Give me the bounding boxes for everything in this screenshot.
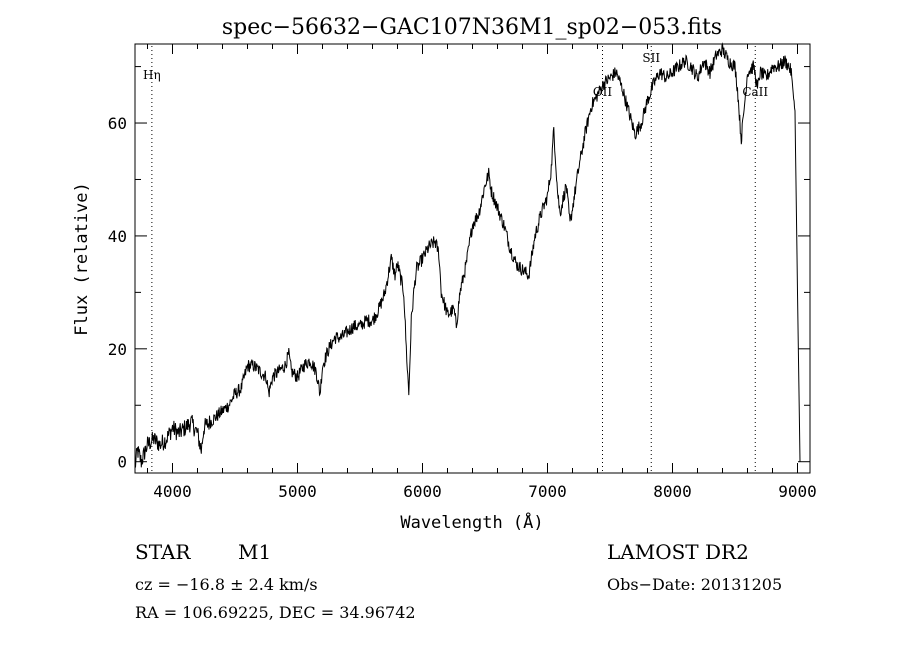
- line-label: Hη: [143, 68, 161, 82]
- observation-date: Obs−Date: 20131205: [607, 575, 783, 594]
- survey-name: LAMOST DR2: [607, 540, 749, 564]
- object-class: STAR: [135, 540, 191, 564]
- x-tick-label: 7000: [528, 482, 567, 501]
- x-tick-label: 8000: [653, 482, 692, 501]
- line-label: SII: [642, 51, 660, 65]
- y-tick-label: 60: [108, 114, 127, 133]
- x-tick-label: 4000: [153, 482, 192, 501]
- y-axis-label: Flux (relative): [72, 182, 92, 336]
- line-label: CaII: [742, 85, 768, 99]
- y-tick-label: 0: [117, 453, 127, 472]
- line-markers: [151, 46, 756, 473]
- x-tick-labels: 4000 5000 6000 7000 8000 9000: [153, 482, 817, 501]
- x-axis-label: Wavelength (Å): [400, 511, 543, 533]
- x-tick-label: 5000: [278, 482, 317, 501]
- axis-ticks: [135, 44, 810, 473]
- y-tick-label: 40: [108, 227, 127, 246]
- spectrum-line: [134, 42, 801, 468]
- plot-frame: [134, 43, 811, 474]
- object-subclass: M1: [238, 540, 272, 564]
- y-tick-labels: 0 20 40 60: [108, 114, 127, 472]
- chart-title: spec−56632−GAC107N36M1_sp02−053.fits: [222, 15, 722, 40]
- y-tick-label: 20: [108, 340, 127, 359]
- x-tick-label: 9000: [778, 482, 817, 501]
- redshift-readout: cz = −16.8 ± 2.4 km/s: [135, 575, 318, 594]
- coordinates-readout: RA = 106.69225, DEC = 34.96742: [135, 603, 416, 622]
- x-tick-label: 6000: [403, 482, 442, 501]
